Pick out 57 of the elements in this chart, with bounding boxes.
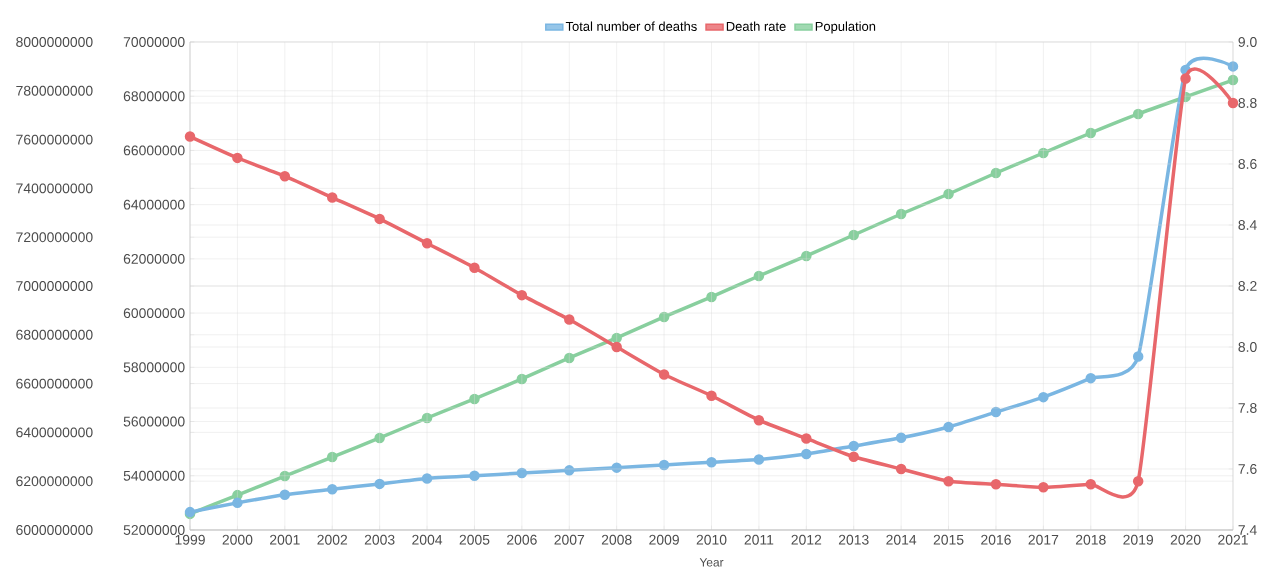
- y3-tick-label: 7.8: [1238, 403, 1257, 413]
- x-tick-label: 2014: [886, 534, 917, 545]
- y-tick-label: 6600000000: [16, 378, 93, 389]
- x-tick-label: 2003: [364, 534, 395, 545]
- y2-tick-label: 60000000: [123, 308, 185, 319]
- y2-tick-label: 58000000: [123, 362, 185, 373]
- y-tick-label: 7600000000: [16, 134, 93, 145]
- x-tick-label: 2021: [1218, 534, 1248, 545]
- y3-tick-label: 8.0: [1238, 342, 1257, 352]
- y2-tick-label: 68000000: [123, 91, 185, 102]
- y-tick-label: 8000000000: [16, 37, 93, 47]
- y3-tick-label: 8.6: [1238, 159, 1257, 169]
- x-tick-label: 2020: [1170, 534, 1201, 545]
- x-tick-label: 2007: [554, 534, 585, 545]
- x-tick-label: 2005: [459, 534, 490, 545]
- x-tick-label: 2017: [1028, 534, 1059, 545]
- x-tick-label: 2006: [507, 534, 537, 545]
- y2-tick-label: 54000000: [123, 470, 185, 481]
- x-tick-label: 2018: [1075, 534, 1106, 545]
- y3-tick-label: 7.6: [1238, 464, 1257, 474]
- y3-tick-label: 7.4: [1238, 525, 1257, 535]
- x-tick-label: 2000: [222, 534, 253, 545]
- x-tick-label: 2013: [838, 534, 869, 545]
- y3-tick-label: 9.0: [1238, 37, 1257, 47]
- y-tick-label: 7800000000: [16, 85, 93, 96]
- y-tick-label: 6200000000: [16, 476, 93, 487]
- y-tick-label: 6000000000: [16, 525, 93, 535]
- y2-tick-label: 64000000: [123, 199, 185, 210]
- y-tick-label: 6800000000: [16, 329, 93, 340]
- x-axis-title: Year: [699, 558, 724, 567]
- x-tick-label: 2001: [270, 534, 300, 545]
- x-tick-label: 2016: [981, 534, 1011, 545]
- y-tick-label: 7000000000: [16, 281, 93, 291]
- x-tick-label: 1999: [175, 534, 205, 545]
- x-tick-label: 2011: [744, 534, 774, 545]
- legend-label: Population: [815, 21, 876, 34]
- y2-tick-label: 52000000: [123, 525, 185, 535]
- y3-tick-label: 8.2: [1238, 281, 1257, 291]
- y2-tick-label: 62000000: [123, 253, 185, 264]
- x-tick-label: 2002: [317, 534, 348, 545]
- y3-tick-label: 8.4: [1238, 220, 1257, 230]
- x-tick-label: 2019: [1123, 534, 1154, 545]
- y2-tick-label: 70000000: [123, 37, 185, 47]
- x-tick-label: 2009: [649, 534, 679, 545]
- legend-label: Death rate: [726, 21, 786, 31]
- x-tick-label: 2015: [933, 534, 964, 545]
- y-tick-label: 6400000000: [16, 427, 93, 438]
- legend-label: Total number of deaths: [565, 21, 697, 31]
- x-tick-label: 2004: [412, 534, 443, 545]
- y2-tick-label: 66000000: [123, 145, 185, 156]
- x-tick-label: 2010: [696, 534, 727, 545]
- x-tick-label: 2012: [791, 534, 822, 545]
- y3-tick-label: 8.8: [1238, 98, 1257, 108]
- y-tick-label: 7200000000: [16, 232, 93, 243]
- y2-tick-label: 56000000: [123, 416, 185, 427]
- y-tick-label: 7400000000: [16, 183, 93, 194]
- x-tick-label: 2008: [601, 534, 632, 545]
